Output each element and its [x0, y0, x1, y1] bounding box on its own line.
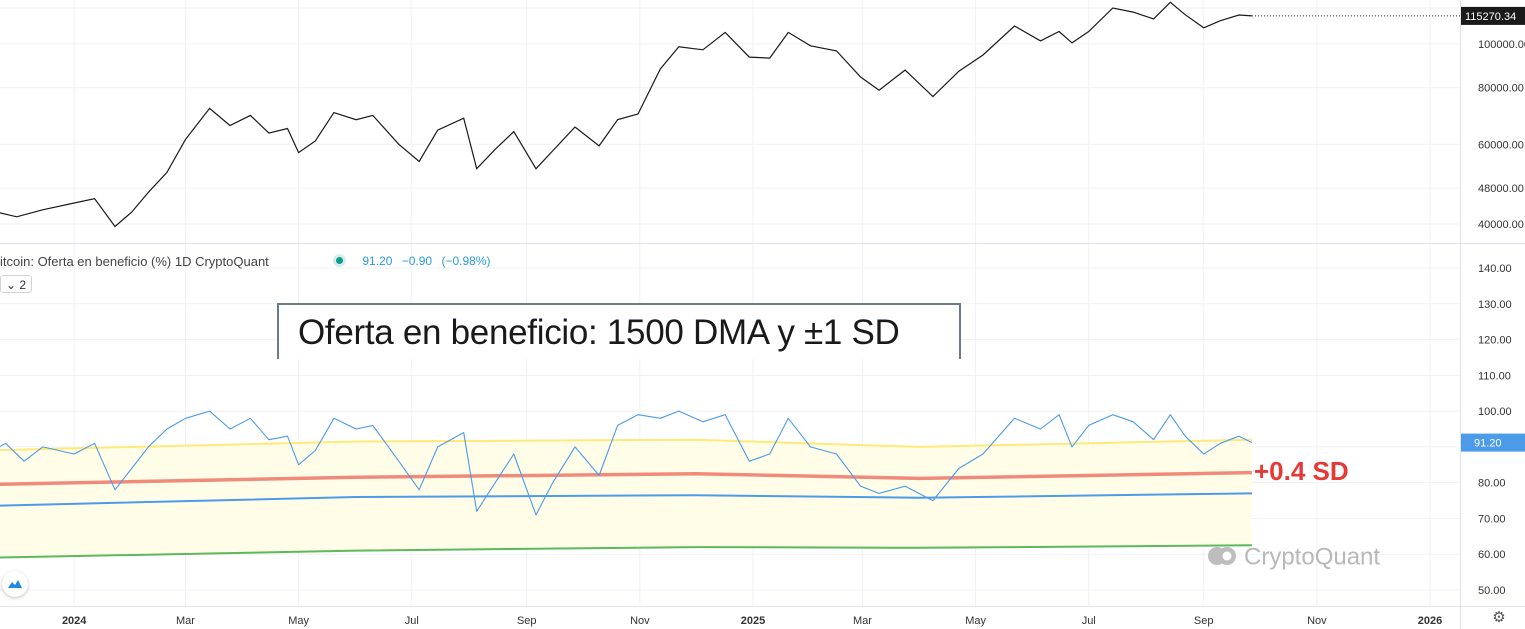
upper-sd-line [0, 438, 1252, 452]
supply-in-profit-line [0, 410, 1253, 516]
x-tick-label: May [288, 615, 309, 627]
price-y-tick-label: 40000.00 [1478, 219, 1524, 231]
indicator-y-tick-label: 100.00 [1478, 406, 1512, 418]
x-tick-label: Mar [853, 615, 872, 627]
indicator-y-tick-label: 80.00 [1478, 478, 1506, 490]
sd-band [0, 439, 1252, 558]
indicator-y-tick-label: 140.00 [1478, 263, 1512, 275]
cloud-icon [8, 580, 22, 588]
price-last-value: 115270.34 [1465, 11, 1516, 23]
indicator-y-tick-label: 120.00 [1478, 335, 1512, 347]
indicator-readout: 91.20 −0.90 (−0.98%) [336, 254, 496, 268]
series-group [0, 1, 1460, 559]
price-y-tick-label: 80000.00 [1478, 83, 1524, 95]
sd-band-fill [0, 439, 1252, 558]
x-tick-label: Mar [176, 615, 195, 627]
gear-icon[interactable]: ⚙ [1492, 609, 1506, 626]
lower-sd-line [0, 544, 1252, 559]
x-tick-label: 2025 [741, 615, 765, 627]
indicator-y-tick-label: 50.00 [1478, 585, 1506, 597]
overlay-title: Oferta en beneficio: 1500 DMA y ±1 SD [277, 303, 961, 359]
indicator-last-value: 91.20 [1474, 438, 1502, 450]
price-y-tick-label: 100000.00 [1478, 39, 1525, 51]
watermark-text: CryptoQuant [1244, 543, 1381, 571]
dma-line [0, 492, 1252, 507]
watermark: CryptoQuant [1208, 543, 1380, 573]
x-tick-label: Nov [1307, 615, 1327, 627]
indicator-pane-title: itcoin: Oferta en beneficio (%) 1D Crypt… [0, 254, 269, 269]
indicator-change: −0.90 [401, 254, 433, 268]
indicator-change-pct: (−0.98%) [441, 254, 491, 268]
x-tick-label: Sep [517, 615, 537, 627]
x-tick-label: May [965, 615, 986, 627]
price-y-tick-label: 60000.00 [1478, 139, 1524, 151]
price-last-badge [1461, 6, 1525, 25]
indicator-y-tick-label: 130.00 [1478, 299, 1512, 311]
indicator-value: 91.20 [362, 254, 393, 268]
collapse-count: 2 [19, 278, 27, 292]
indicator-y-tick-label: 60.00 [1478, 549, 1506, 561]
indicator-status-dot [336, 257, 343, 265]
x-tick-label: Nov [630, 615, 650, 627]
tradingview-logo-button[interactable] [2, 571, 28, 597]
price-y-tick-label: 48000.00 [1478, 183, 1524, 195]
dma-plus-0-4-sd-line [0, 470, 1252, 486]
indicator-y-tick-label: 70.00 [1478, 513, 1506, 525]
cryptoquant-logo-icon [1208, 546, 1236, 565]
x-tick-label: 2026 [1418, 615, 1442, 627]
x-tick-label: Jul [1082, 615, 1096, 627]
x-tick-label: Sep [1194, 615, 1214, 627]
indicator-y-tick-label: 110.00 [1478, 370, 1511, 382]
indicator-last-badge [1461, 433, 1525, 452]
sd-annotation: +0.4 SD [1254, 456, 1349, 486]
x-tick-label: 2024 [62, 615, 87, 627]
chevron-down-icon: ⌄ [6, 278, 17, 292]
x-tick-label: Jul [405, 615, 419, 627]
price-line [0, 1, 1252, 228]
collapse-pane-button[interactable]: ⌄ 2 [0, 275, 33, 293]
